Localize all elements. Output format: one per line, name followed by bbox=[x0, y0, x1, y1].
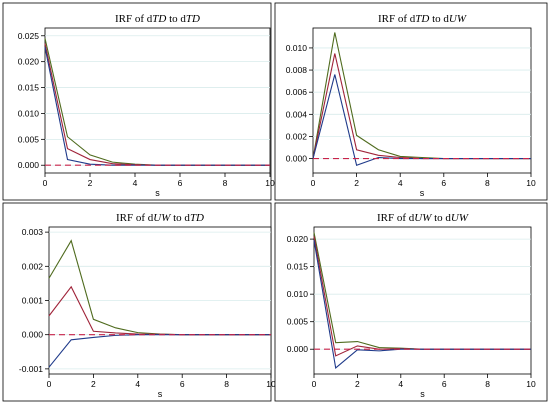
irf-panel-4: 0.000 0.005 0.010 0.015 0.020 0 2 4 6 8 10 s IRF of … bbox=[274, 202, 548, 402]
title-variable: TD bbox=[152, 13, 166, 25]
x-tick-label: 10 bbox=[526, 379, 536, 389]
title-text: to d bbox=[170, 212, 190, 224]
y-tick-label: 0.025 bbox=[18, 31, 40, 41]
x-axis-label: s bbox=[420, 389, 425, 399]
x-tick-label: 10 bbox=[266, 379, 276, 389]
y-tick-label: 0.020 bbox=[18, 57, 40, 67]
title-variable: UW bbox=[451, 212, 469, 224]
x-tick-label: 8 bbox=[485, 379, 490, 389]
title-text: to d bbox=[431, 212, 451, 224]
plot-area bbox=[44, 27, 271, 174]
x-tick-label: 6 bbox=[441, 178, 446, 188]
x-tick-label: 2 bbox=[91, 379, 96, 389]
x-tick-label: 0 bbox=[311, 178, 316, 188]
y-tick-label: 0.010 bbox=[18, 108, 40, 118]
y-tick-label: 0.001 bbox=[22, 296, 44, 306]
y-tick-label: 0.020 bbox=[287, 234, 309, 244]
x-tick-label: 8 bbox=[224, 379, 229, 389]
x-tick-label: 2 bbox=[355, 379, 360, 389]
panel-title: IRF of dUW to dUW bbox=[377, 212, 469, 224]
title-text: to d bbox=[429, 13, 449, 25]
panel-title: IRF of dUW to dTD bbox=[116, 212, 204, 224]
x-tick-label: 6 bbox=[178, 178, 183, 188]
y-tick-label: 0.005 bbox=[287, 317, 309, 327]
y-tick-label: 0.000 bbox=[287, 344, 309, 354]
y-tick-label: 0.010 bbox=[286, 43, 308, 53]
x-tick-label: 0 bbox=[43, 178, 48, 188]
panel-title: IRF of dTD to dTD bbox=[115, 13, 200, 25]
title-variable: TD bbox=[190, 212, 204, 224]
x-tick-label: 8 bbox=[223, 178, 228, 188]
y-tick-label: 0.002 bbox=[22, 261, 44, 271]
x-tick-label: 2 bbox=[88, 178, 93, 188]
x-tick-label: 2 bbox=[354, 178, 359, 188]
y-tick-label: 0.000 bbox=[18, 160, 40, 170]
y-tick-label: 0.008 bbox=[286, 65, 308, 75]
irf-panel-2: 0.000 0.002 0.004 0.006 0.008 0.010 0 2 4 6 8 10 s IR… bbox=[274, 2, 548, 201]
x-tick-label: 4 bbox=[398, 178, 403, 188]
y-tick-label: 0.000 bbox=[22, 330, 44, 340]
y-tick-label: 0.015 bbox=[18, 83, 40, 93]
irf-panel-1: 0.000 0.005 0.010 0.015 0.020 0.025 0 2 4 6 8 10 s IR… bbox=[2, 2, 275, 201]
x-tick-label: 8 bbox=[485, 178, 490, 188]
title-variable: UW bbox=[153, 212, 171, 224]
title-text: IRF of d bbox=[116, 212, 154, 224]
title-text: IRF of d bbox=[378, 13, 416, 25]
y-tick-label: 0.010 bbox=[287, 289, 309, 299]
x-tick-label: 0 bbox=[312, 379, 317, 389]
title-text: IRF of d bbox=[115, 13, 153, 25]
y-tick-label: 0.002 bbox=[286, 131, 308, 141]
title-variable: TD bbox=[186, 13, 200, 25]
title-text: to d bbox=[166, 13, 186, 25]
y-tick-label: 0.005 bbox=[18, 134, 40, 144]
x-tick-label: 10 bbox=[526, 178, 536, 188]
panel-title: IRF of dTD to dUW bbox=[378, 13, 467, 25]
x-axis-label: s bbox=[155, 188, 160, 198]
y-tick-label: 0.004 bbox=[286, 109, 308, 119]
x-tick-label: 4 bbox=[398, 379, 403, 389]
y-tick-label: 0.015 bbox=[287, 262, 309, 272]
x-axis-label: s bbox=[420, 188, 425, 198]
title-variable: UW bbox=[449, 13, 467, 25]
x-axis-label: s bbox=[158, 389, 163, 399]
x-tick-label: 4 bbox=[135, 379, 140, 389]
x-tick-label: 4 bbox=[133, 178, 138, 188]
x-tick-label: 6 bbox=[442, 379, 447, 389]
title-text: IRF of d bbox=[377, 212, 415, 224]
y-tick-label: 0.003 bbox=[22, 227, 44, 237]
x-tick-label: 10 bbox=[265, 178, 275, 188]
x-tick-label: 6 bbox=[180, 379, 185, 389]
y-tick-label: -0.001 bbox=[19, 364, 43, 374]
plot-area bbox=[313, 226, 532, 375]
title-variable: UW bbox=[414, 212, 432, 224]
y-tick-label: 0.006 bbox=[286, 87, 308, 97]
irf-panel-3: -0.001 0.000 0.001 0.002 0.003 0 2 4 6 8 10 s IRF of… bbox=[2, 202, 276, 402]
x-tick-label: 0 bbox=[47, 379, 52, 389]
y-tick-label: 0.000 bbox=[286, 154, 308, 164]
title-variable: TD bbox=[415, 13, 429, 25]
